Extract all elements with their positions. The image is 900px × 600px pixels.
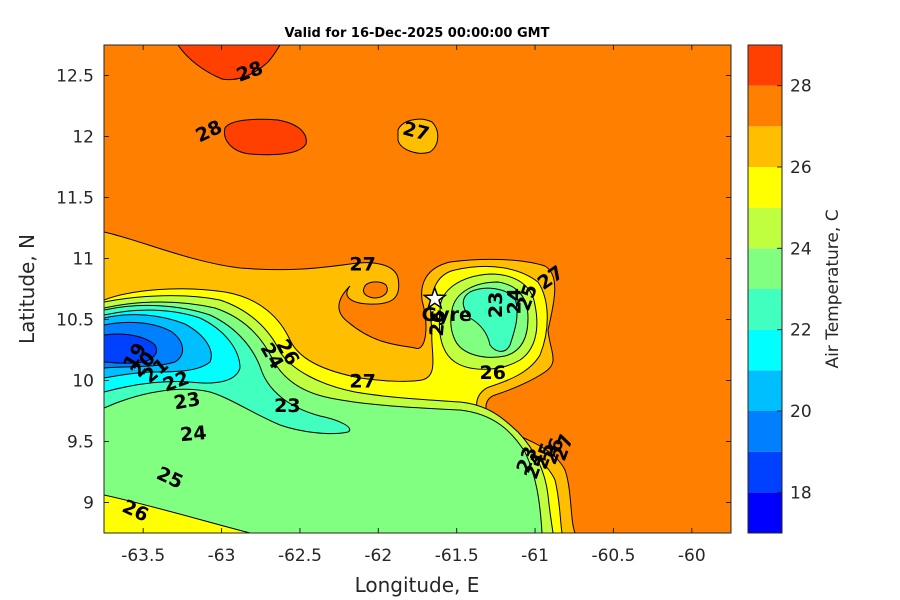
y-tick-label: 9.5 [67, 433, 94, 453]
region-18-19 [104, 333, 157, 364]
colorbar-segment [748, 370, 782, 411]
contour-label: 24 [179, 422, 207, 446]
chart-title: Valid for 16-Dec-2025 00:00:00 GMT [285, 26, 550, 41]
colorbar-segment [748, 167, 782, 208]
x-tick-label: -62.5 [278, 546, 322, 566]
x-tick-label: -61.5 [435, 546, 479, 566]
colorbar-segment [748, 492, 782, 533]
colorbar-label: Air Temperature, C [823, 209, 843, 368]
contour-label: 23 [172, 388, 202, 414]
colorbar-tick-label: 18 [790, 483, 812, 503]
colorbar [747, 44, 783, 534]
x-tick-label: -63.5 [121, 546, 165, 566]
contour-label: 23 [485, 292, 507, 318]
x-tick-label: -61 [521, 546, 549, 566]
colorbar-segment [748, 85, 782, 127]
colorbar-tick-label: 24 [790, 239, 812, 259]
contour-label: 27 [349, 371, 375, 393]
contour-label: 24 [504, 288, 526, 314]
contour-label: 26 [480, 362, 506, 384]
x-tick-label: -60 [678, 546, 706, 566]
station-label: Gyre [422, 304, 472, 326]
colorbar-tick-label: 22 [790, 321, 812, 341]
colorbar-segment [748, 329, 782, 371]
station-marker: Gyre [422, 285, 472, 326]
colorbar-segment [748, 207, 782, 249]
colorbar-ticks: 18 20 22 24 26 28 [777, 77, 812, 503]
y-tick-label: 11 [72, 250, 94, 270]
colorbar-segment [748, 411, 782, 452]
x-tick-label: -62 [364, 546, 392, 566]
region-28-29-north [177, 45, 281, 81]
y-tick-label: 10.5 [56, 311, 94, 331]
x-axis-label: Longitude, E [355, 573, 480, 597]
colorbar-tick-label: 28 [790, 77, 812, 97]
colorbar-tick-label: 20 [790, 402, 812, 422]
x-tick-label: -63 [208, 546, 236, 566]
region-26-27-spot-north [397, 118, 439, 154]
region-27-28-spot [363, 281, 388, 299]
y-tick-label: 12.5 [56, 67, 94, 87]
colorbar-segment [748, 451, 782, 493]
x-axis: -63.5 -63 -62.5 -62 -61.5 -61 -60.5 -60 [121, 45, 706, 566]
y-tick-label: 9 [83, 494, 94, 514]
plot-area [104, 45, 731, 533]
colorbar-segment [748, 126, 782, 167]
y-tick-label: 12 [72, 128, 94, 148]
contour-label: 26 [426, 309, 450, 337]
colorbar-tick-label: 26 [790, 158, 812, 178]
x-tick-label: -60.5 [591, 546, 635, 566]
y-tick-label: 10 [72, 372, 94, 392]
y-axis-label: Latitude, N [15, 234, 39, 344]
station-star-icon[interactable] [422, 285, 448, 310]
region-28-29-center [223, 118, 307, 156]
contour-label: 23 [274, 395, 300, 417]
colorbar-segment [748, 248, 782, 289]
y-tick-label: 11.5 [56, 189, 94, 209]
contour-label: 27 [349, 254, 375, 276]
colorbar-segment [748, 289, 782, 330]
axes-frame [103, 44, 732, 534]
colorbar-segment [748, 45, 782, 86]
colorbar-frame [747, 44, 783, 534]
y-axis: 9 9.5 10 10.5 11 11.5 12 12.5 [56, 67, 731, 514]
